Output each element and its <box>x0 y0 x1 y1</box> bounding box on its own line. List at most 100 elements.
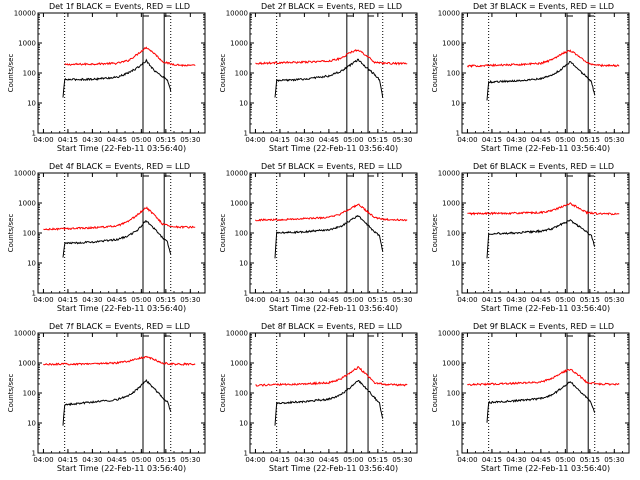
y-axis-label: Counts/sec <box>219 374 227 413</box>
chart-title: Det 4f BLACK = Events, RED = LLD <box>49 162 190 171</box>
x-tick-label: 04:00 <box>33 456 53 464</box>
events-series-line <box>486 219 596 259</box>
y-axis-label: Counts/sec <box>219 214 227 253</box>
y-tick-label: 10 <box>239 420 248 428</box>
x-tick-label: 05:00 <box>555 456 575 464</box>
x-tick-label: 04:45 <box>531 296 551 304</box>
x-tick-label: 05:15 <box>368 136 388 144</box>
y-tick-label: 10 <box>27 420 36 428</box>
x-tick-label: 04:45 <box>319 136 339 144</box>
lld-series-line <box>255 49 408 66</box>
y-tick-label: 10000 <box>14 10 36 18</box>
y-tick-label: 1 <box>32 290 36 298</box>
y-tick-label: 1000 <box>230 200 248 208</box>
x-tick-label: 05:15 <box>368 296 388 304</box>
x-tick-label: 05:15 <box>580 296 600 304</box>
chart-panel: Det 1f BLACK = Events, RED = LLD 1 10 100 10… <box>7 2 206 153</box>
x-axis-label: Start Time (22-Feb-11 03:56:40) <box>481 464 610 473</box>
y-tick-label: 1000 <box>18 200 36 208</box>
y-tick-label: 1000 <box>230 40 248 48</box>
x-tick-label: 05:00 <box>131 296 151 304</box>
y-tick-label: 10000 <box>438 330 460 338</box>
x-tick-label: 04:30 <box>82 296 102 304</box>
y-axis-label: Counts/sec <box>431 214 439 253</box>
x-tick-label: 04:15 <box>270 296 290 304</box>
x-tick-label: 05:00 <box>343 296 363 304</box>
plot-frame <box>461 12 630 134</box>
chart-title: Det 6f BLACK = Events, RED = LLD <box>473 162 614 171</box>
x-tick-label: 04:15 <box>270 136 290 144</box>
x-tick-label: 05:00 <box>343 456 363 464</box>
y-tick-label: 10000 <box>438 10 460 18</box>
x-tick-label: 05:15 <box>156 136 176 144</box>
x-tick-label: 04:30 <box>506 296 526 304</box>
x-axis-label: Start Time (22-Feb-11 03:56:40) <box>57 144 186 153</box>
lld-series-line <box>64 46 196 68</box>
x-tick-label: 04:00 <box>33 296 53 304</box>
y-tick-label: 10 <box>27 100 36 108</box>
chart-panel: Det 8f BLACK = Events, RED = LLD 1 10 100 10… <box>219 322 418 473</box>
y-tick-label: 1 <box>32 130 36 138</box>
y-tick-label: 1000 <box>18 360 36 368</box>
y-tick-label: 1 <box>244 130 248 138</box>
x-tick-label: 04:00 <box>457 296 477 304</box>
plot-frame <box>461 332 630 454</box>
x-tick-label: 05:00 <box>555 136 575 144</box>
x-tick-label: 04:00 <box>33 136 53 144</box>
x-tick-label: 05:30 <box>604 456 624 464</box>
x-tick-label: 04:15 <box>58 136 78 144</box>
x-tick-label: 04:45 <box>107 296 127 304</box>
y-tick-label: 1000 <box>230 360 248 368</box>
y-tick-label: 100 <box>447 230 460 238</box>
events-series-line <box>486 381 596 423</box>
y-tick-label: 1 <box>244 290 248 298</box>
x-tick-label: 04:00 <box>245 456 265 464</box>
x-tick-label: 04:45 <box>107 136 127 144</box>
x-tick-label: 04:45 <box>531 136 551 144</box>
x-tick-label: 04:15 <box>58 296 78 304</box>
lld-series-line <box>43 355 196 367</box>
chart-panel: Det 4f BLACK = Events, RED = LLD 1 10 100 10… <box>7 162 206 313</box>
y-axis-label: Counts/sec <box>7 54 15 93</box>
events-series-line <box>62 58 172 98</box>
chart-title: Det 7f BLACK = Events, RED = LLD <box>49 322 190 331</box>
x-tick-label: 04:00 <box>457 456 477 464</box>
lld-series-line <box>467 368 620 386</box>
chart-panel: Det 2f BLACK = Events, RED = LLD 1 10 100 10… <box>219 2 418 153</box>
y-tick-label: 100 <box>23 390 36 398</box>
x-tick-label: 04:30 <box>506 136 526 144</box>
y-tick-label: 10 <box>451 420 460 428</box>
y-tick-label: 100 <box>235 70 248 78</box>
x-axis-label: Start Time (22-Feb-11 03:56:40) <box>57 304 186 313</box>
x-tick-label: 05:30 <box>392 456 412 464</box>
y-tick-label: 100 <box>23 230 36 238</box>
x-tick-label: 05:15 <box>156 296 176 304</box>
chart-panel: Det 3f BLACK = Events, RED = LLD 1 10 100 10… <box>431 2 630 153</box>
x-tick-label: 04:00 <box>245 136 265 144</box>
events-series-line <box>62 379 172 426</box>
x-tick-label: 05:30 <box>392 296 412 304</box>
y-tick-label: 1 <box>32 450 36 458</box>
x-tick-label: 04:00 <box>457 136 477 144</box>
x-tick-label: 05:15 <box>368 456 388 464</box>
x-tick-label: 04:45 <box>531 456 551 464</box>
y-axis-label: Counts/sec <box>7 214 15 253</box>
y-tick-label: 100 <box>23 70 36 78</box>
y-tick-label: 1000 <box>442 40 460 48</box>
y-tick-label: 10000 <box>226 170 248 178</box>
y-tick-label: 1000 <box>18 40 36 48</box>
chart-title: Det 5f BLACK = Events, RED = LLD <box>261 162 402 171</box>
x-tick-label: 04:45 <box>319 296 339 304</box>
x-tick-label: 05:30 <box>604 136 624 144</box>
x-tick-label: 05:15 <box>580 456 600 464</box>
x-tick-label: 05:30 <box>392 136 412 144</box>
x-tick-label: 05:30 <box>180 136 200 144</box>
x-axis-label: Start Time (22-Feb-11 03:56:40) <box>269 144 398 153</box>
chart-panel: Det 7f BLACK = Events, RED = LLD 1 10 100 10… <box>7 322 206 473</box>
x-tick-label: 05:00 <box>131 456 151 464</box>
plot-frame <box>37 332 206 454</box>
x-axis-label: Start Time (22-Feb-11 03:56:40) <box>481 144 610 153</box>
x-tick-label: 04:15 <box>270 456 290 464</box>
events-series-line <box>486 60 596 101</box>
x-tick-label: 05:30 <box>604 296 624 304</box>
